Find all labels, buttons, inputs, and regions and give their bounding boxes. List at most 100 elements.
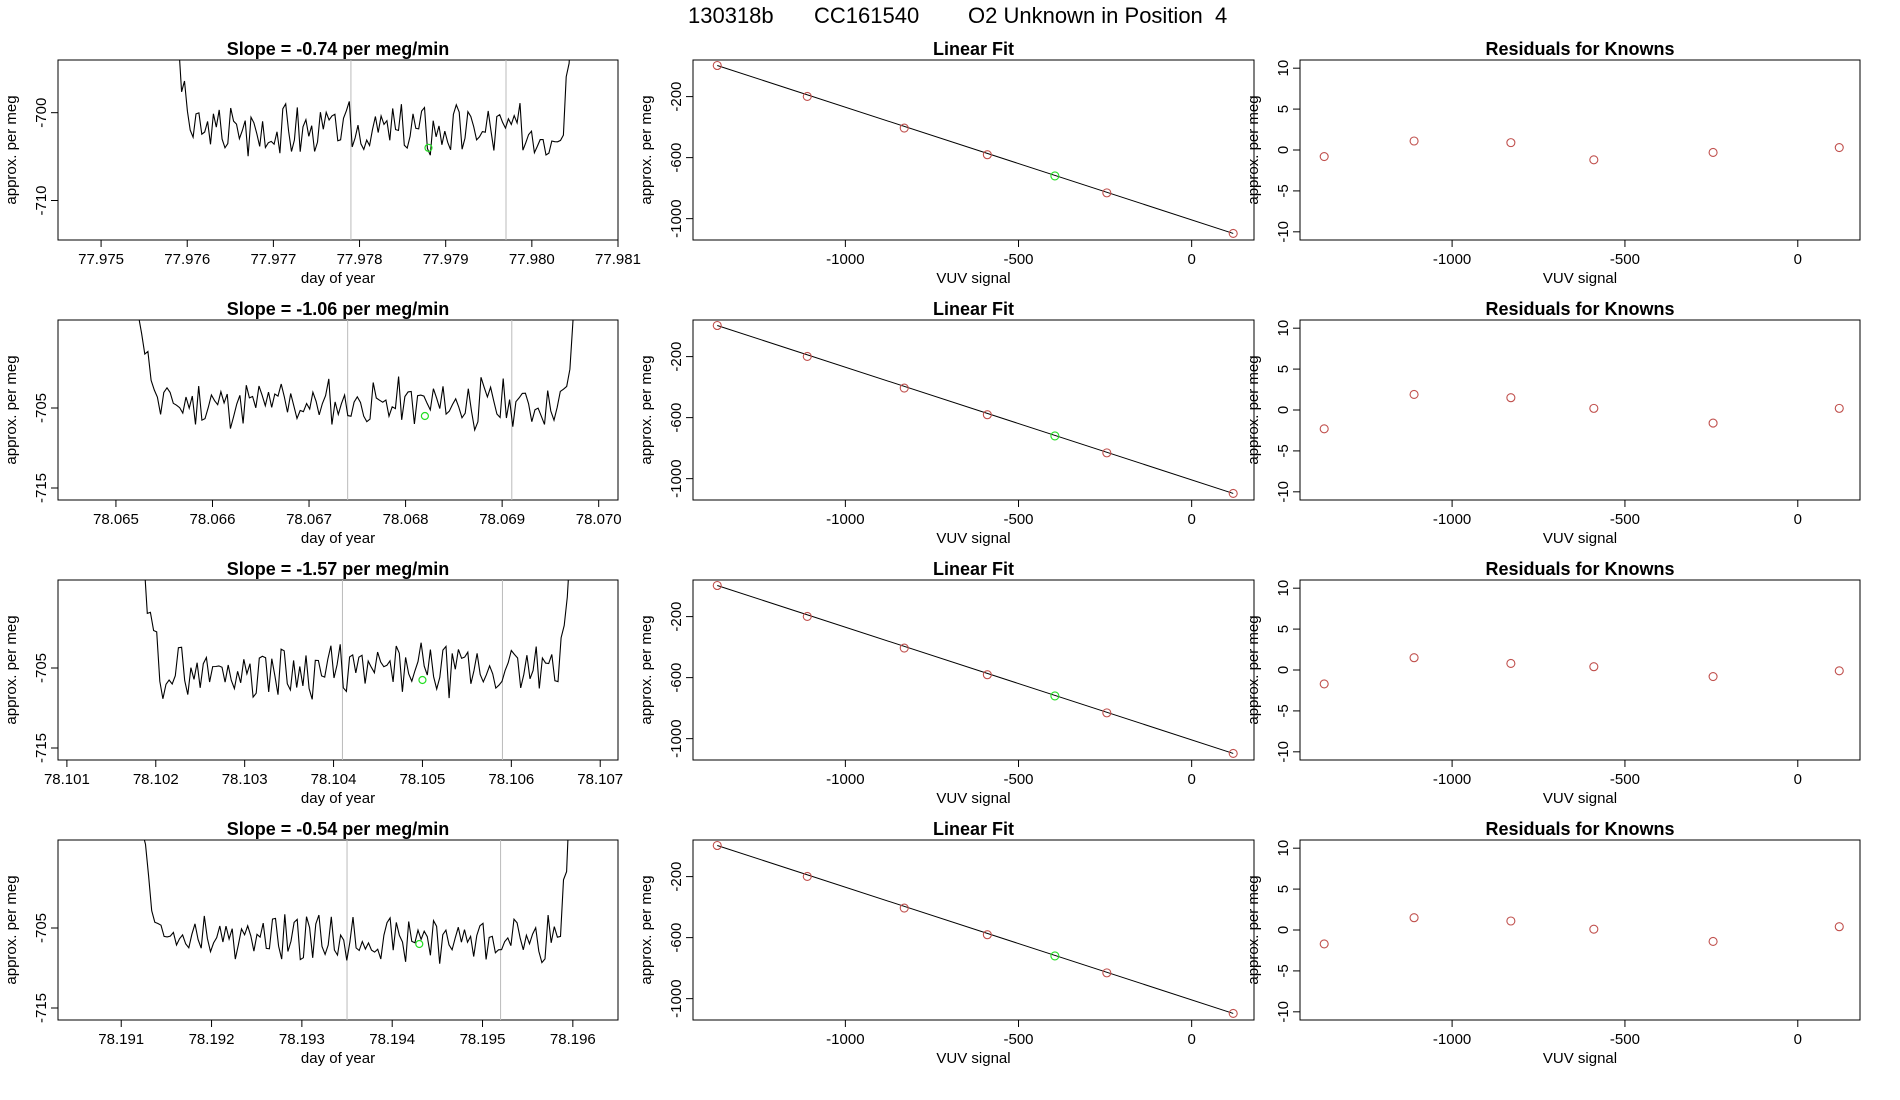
known-point bbox=[1409, 653, 1419, 663]
plot-frame bbox=[1299, 579, 1861, 761]
x-tick-label: 78.102 bbox=[133, 771, 179, 788]
x-tick-label: -1000 bbox=[826, 511, 864, 528]
known-point bbox=[1102, 968, 1112, 978]
x-tick-label: 77.979 bbox=[423, 251, 469, 268]
unknown-marker bbox=[415, 939, 424, 949]
unknown-point bbox=[1050, 951, 1060, 961]
x-tick-label: 77.976 bbox=[164, 251, 210, 268]
x-tick-label: 78.070 bbox=[576, 511, 622, 528]
plot-frame bbox=[57, 579, 619, 761]
y-tick-label: -5 bbox=[1275, 184, 1292, 197]
x-tick-label: -1000 bbox=[1433, 771, 1471, 788]
known-point bbox=[802, 91, 812, 102]
x-tick-label: 78.101 bbox=[44, 771, 90, 788]
x-tick-label: 0 bbox=[1187, 251, 1195, 268]
panel-r1-c2: Linear Fit -1000 -500 0 -200 -600 -1000 VUV sig… bbox=[638, 39, 1255, 287]
known-point bbox=[1708, 936, 1718, 947]
x-tick-label: -1000 bbox=[826, 1031, 864, 1048]
panel-title: Residuals for Knowns bbox=[1485, 559, 1674, 579]
plot-frame bbox=[692, 839, 1255, 1021]
known-point bbox=[802, 351, 812, 362]
x-tick-label: -1000 bbox=[826, 771, 864, 788]
y-tick-label: 0 bbox=[1275, 146, 1292, 154]
known-point bbox=[899, 903, 909, 913]
x-axis-label: day of year bbox=[301, 530, 375, 547]
y-tick-label: -1000 bbox=[668, 719, 685, 757]
x-tick-label: 78.106 bbox=[488, 771, 534, 788]
known-point bbox=[712, 580, 722, 591]
known-point bbox=[1506, 138, 1516, 148]
x-axis-label: VUV signal bbox=[1543, 270, 1617, 287]
x-axis-label: VUV signal bbox=[1543, 1050, 1617, 1067]
x-tick-label: -1000 bbox=[1433, 1031, 1471, 1048]
panel-title: Residuals for Knowns bbox=[1485, 39, 1674, 59]
plot-frame bbox=[1299, 59, 1861, 241]
panel-r1-c3: Residuals for Knowns -1000 -500 0 10 5 0 -5 -10 V… bbox=[1245, 39, 1861, 287]
x-axis-label: day of year bbox=[301, 790, 375, 807]
known-point bbox=[802, 611, 812, 622]
header-tank-id: CC161540 bbox=[814, 3, 920, 28]
x-tick-label: 0 bbox=[1187, 1031, 1195, 1048]
known-point bbox=[712, 320, 722, 331]
y-tick-label: 0 bbox=[1275, 926, 1292, 934]
known-point bbox=[899, 643, 909, 653]
y-tick-label: 5 bbox=[1275, 885, 1292, 893]
y-tick-label: -600 bbox=[668, 663, 685, 693]
x-tick-label: 78.066 bbox=[190, 511, 236, 528]
y-tick-label: -705 bbox=[33, 653, 50, 683]
panel-r4-c2: Linear Fit -1000 -500 0 -200 -600 -1000 VUV sig… bbox=[638, 819, 1255, 1067]
plot-frame bbox=[57, 319, 619, 501]
x-tick-label: 77.977 bbox=[250, 251, 296, 268]
known-point bbox=[1409, 389, 1419, 400]
y-tick-label: -1000 bbox=[668, 979, 685, 1017]
plot-frame bbox=[692, 579, 1255, 761]
unknown-marker bbox=[420, 411, 429, 421]
x-tick-label: 78.069 bbox=[479, 511, 525, 528]
plot-frame bbox=[1299, 839, 1861, 1021]
known-point bbox=[1228, 228, 1238, 238]
x-tick-label: -1000 bbox=[1433, 251, 1471, 268]
y-tick-label: -600 bbox=[668, 923, 685, 953]
y-tick-label: -200 bbox=[668, 862, 685, 892]
panel-title: Slope = -0.74 per meg/min bbox=[227, 39, 450, 59]
x-tick-label: 78.065 bbox=[93, 511, 139, 528]
panel-r2-c1: Slope = -1.06 per meg/min 78.065 78.066 78.… bbox=[3, 299, 622, 547]
fit-line bbox=[717, 65, 1234, 234]
data-trace bbox=[144, 580, 569, 700]
known-point bbox=[1589, 662, 1599, 672]
y-axis-label: approx. per meg bbox=[1245, 875, 1262, 984]
y-tick-label: -600 bbox=[668, 143, 685, 173]
x-tick-label: -500 bbox=[1610, 511, 1640, 528]
x-tick-label: 78.196 bbox=[550, 1031, 596, 1048]
plot-frame bbox=[692, 319, 1255, 501]
x-tick-label: -500 bbox=[1004, 771, 1034, 788]
x-tick-label: 78.103 bbox=[222, 771, 268, 788]
y-tick-label: -10 bbox=[1275, 741, 1292, 763]
y-axis-label: approx. per meg bbox=[638, 875, 655, 984]
x-tick-label: 0 bbox=[1794, 511, 1802, 528]
x-tick-label: 78.068 bbox=[383, 511, 429, 528]
plot-frame bbox=[692, 59, 1255, 241]
known-point bbox=[1834, 666, 1844, 676]
y-axis-label: approx. per meg bbox=[3, 875, 20, 984]
y-tick-label: -10 bbox=[1275, 1001, 1292, 1023]
x-tick-label: 78.192 bbox=[189, 1031, 235, 1048]
header-run-id: 130318b bbox=[688, 3, 774, 28]
y-tick-label: -5 bbox=[1275, 704, 1292, 717]
known-point bbox=[1102, 188, 1112, 198]
panel-title: Slope = -1.06 per meg/min bbox=[227, 299, 450, 319]
y-tick-label: -5 bbox=[1275, 444, 1292, 457]
known-point bbox=[982, 670, 992, 680]
x-axis-label: day of year bbox=[301, 270, 375, 287]
y-axis-label: approx. per meg bbox=[638, 95, 655, 204]
y-tick-label: 5 bbox=[1275, 105, 1292, 113]
y-tick-label: 0 bbox=[1275, 666, 1292, 674]
y-tick-label: 5 bbox=[1275, 625, 1292, 633]
known-point bbox=[1228, 748, 1238, 758]
known-point bbox=[1506, 393, 1516, 403]
known-point bbox=[802, 871, 812, 882]
y-tick-label: -5 bbox=[1275, 964, 1292, 977]
y-tick-label: -1000 bbox=[668, 199, 685, 237]
panel-r4-c3: Residuals for Knowns -1000 -500 0 10 5 0 -5 -10 V… bbox=[1245, 819, 1861, 1067]
panel-title: Slope = -0.54 per meg/min bbox=[227, 819, 450, 839]
